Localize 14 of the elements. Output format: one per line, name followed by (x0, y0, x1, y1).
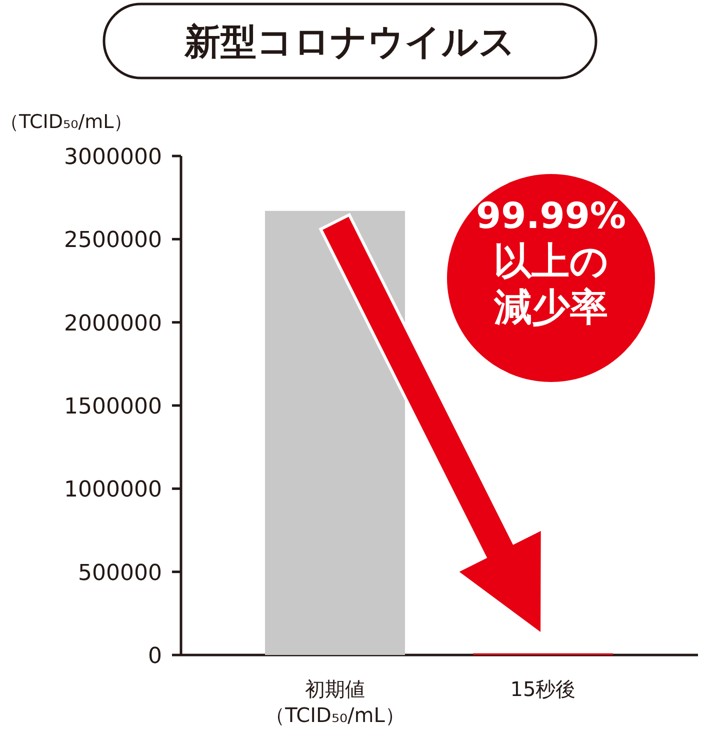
y-tick-label: 3000000 (64, 145, 162, 170)
y-tick-label: 2000000 (64, 311, 162, 336)
x-tick-label: 15秒後 (510, 677, 576, 701)
annotation: 以上の (494, 239, 608, 283)
y-tick-label: 1500000 (64, 394, 162, 420)
y-tick-label: 1000000 (64, 478, 162, 503)
chart-title: 新型コロナウイルス (184, 22, 516, 63)
y-tick-label: 2500000 (64, 228, 162, 254)
y-tick-label: 0 (148, 644, 162, 669)
x-tick-label: 初期値（TCID₅₀/mL） (265, 677, 405, 727)
y-axis-title: （TCID₅₀/mL） (0, 111, 133, 133)
annotation: 99.99% (476, 196, 626, 237)
annotation: 減少率 (493, 285, 608, 329)
y-tick-label: 500000 (78, 560, 162, 586)
